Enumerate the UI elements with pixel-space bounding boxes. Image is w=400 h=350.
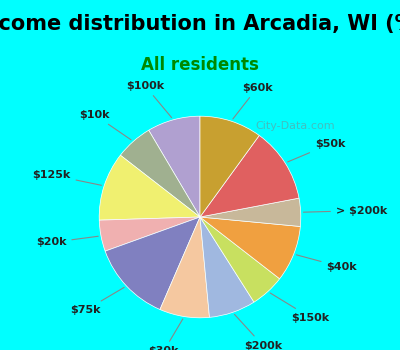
- Text: Income distribution in Arcadia, WI (%): Income distribution in Arcadia, WI (%): [0, 14, 400, 34]
- Text: $125k: $125k: [32, 170, 102, 185]
- Text: $200k: $200k: [234, 314, 282, 350]
- Text: $50k: $50k: [288, 139, 345, 162]
- Wedge shape: [160, 217, 210, 318]
- Wedge shape: [105, 217, 200, 309]
- Wedge shape: [200, 217, 280, 302]
- Wedge shape: [200, 217, 254, 317]
- Text: All residents: All residents: [141, 56, 259, 74]
- Wedge shape: [200, 135, 299, 217]
- Text: $100k: $100k: [126, 81, 172, 118]
- Wedge shape: [200, 198, 301, 226]
- Wedge shape: [200, 116, 259, 217]
- Text: $40k: $40k: [296, 255, 357, 272]
- Text: $10k: $10k: [80, 110, 131, 140]
- Text: $20k: $20k: [36, 236, 98, 247]
- Text: $60k: $60k: [233, 83, 273, 119]
- Wedge shape: [149, 116, 200, 217]
- Text: City-Data.com: City-Data.com: [256, 121, 335, 131]
- Text: > $200k: > $200k: [304, 205, 387, 216]
- Wedge shape: [120, 130, 200, 217]
- Wedge shape: [200, 217, 300, 279]
- Wedge shape: [99, 155, 200, 220]
- Text: $75k: $75k: [70, 287, 124, 315]
- Text: $30k: $30k: [148, 319, 183, 350]
- Wedge shape: [99, 217, 200, 251]
- Text: $150k: $150k: [270, 293, 330, 323]
